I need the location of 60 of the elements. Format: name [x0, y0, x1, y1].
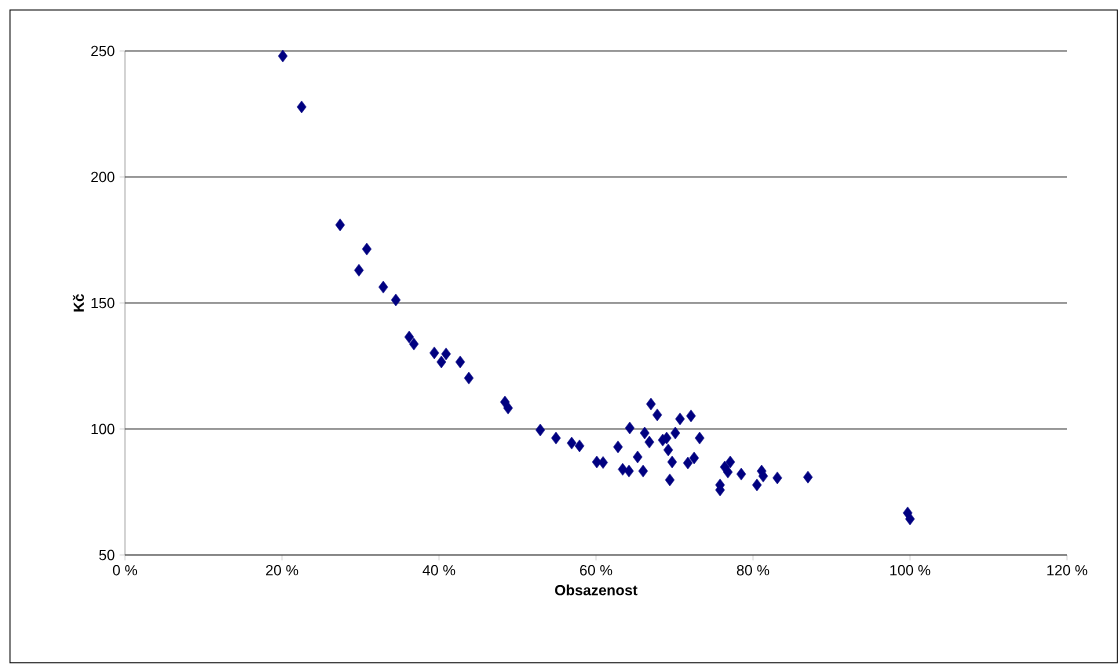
point	[683, 456, 693, 470]
point	[667, 455, 677, 469]
point	[725, 455, 736, 469]
point	[598, 456, 608, 469]
point	[296, 100, 307, 114]
point	[632, 450, 643, 464]
point	[335, 218, 345, 232]
point	[736, 467, 746, 481]
point	[665, 473, 675, 487]
point	[723, 465, 733, 479]
point	[686, 409, 696, 423]
point	[429, 346, 440, 360]
point	[566, 436, 577, 450]
point	[574, 439, 585, 453]
point	[503, 401, 513, 415]
point	[694, 431, 705, 445]
x-axis-title: Obsazenost	[555, 584, 638, 596]
point	[535, 423, 546, 437]
point	[613, 440, 623, 454]
point	[644, 435, 655, 449]
y-tick-label: 100	[91, 423, 115, 435]
y-tick-label: 200	[91, 171, 115, 183]
point	[675, 412, 685, 426]
point	[639, 426, 650, 440]
point	[772, 471, 783, 485]
point	[803, 470, 813, 484]
y-tick-label: 150	[91, 297, 115, 309]
x-tick-label: 20 %	[266, 565, 299, 576]
point	[638, 464, 648, 478]
point	[624, 421, 635, 435]
point	[378, 280, 389, 294]
point	[646, 397, 656, 411]
point	[624, 464, 634, 478]
x-tick-label: 60 %	[580, 565, 613, 576]
point	[455, 355, 465, 369]
point	[362, 242, 372, 256]
point	[551, 431, 561, 445]
point	[652, 408, 663, 422]
y-axis-title: Kč	[72, 294, 84, 312]
x-tick-label: 40 %	[422, 565, 456, 576]
point	[354, 263, 364, 277]
point	[661, 431, 672, 445]
y-tick-label: 50	[99, 549, 115, 561]
point	[670, 426, 681, 440]
x-tick-label: 100 %	[890, 565, 931, 576]
point	[278, 49, 288, 63]
x-tick-label: 80 %	[736, 565, 770, 576]
point	[752, 478, 762, 492]
point	[441, 347, 451, 361]
point	[905, 512, 915, 526]
x-tick-label: 0 %	[112, 565, 138, 576]
point	[689, 451, 699, 465]
point	[436, 355, 447, 369]
point	[663, 443, 673, 457]
point	[464, 371, 474, 385]
x-tick-label: 120 %	[1047, 565, 1088, 576]
y-tick-label: 250	[91, 45, 115, 57]
point	[391, 293, 401, 307]
point	[409, 337, 419, 351]
point	[404, 330, 414, 344]
